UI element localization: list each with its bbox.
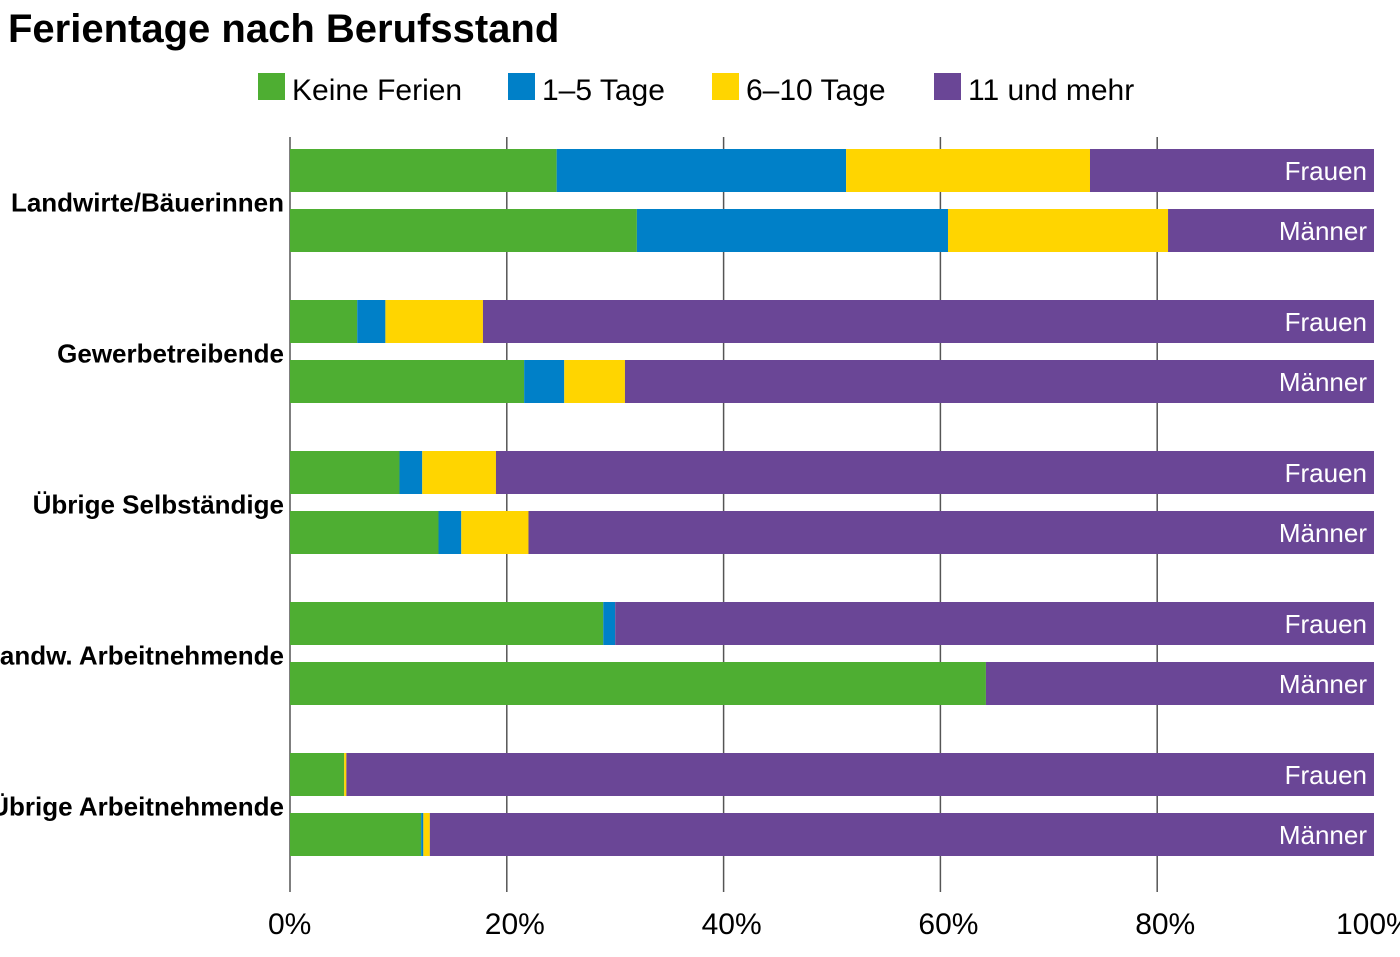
x-tick-label: 20%: [485, 908, 545, 941]
bar-segment: [603, 602, 616, 645]
category-label: Landwirte/Bäuerinnen: [11, 188, 284, 218]
chart-title: Ferientage nach Berufsstand: [8, 7, 559, 51]
bar-segment: [385, 300, 483, 343]
bar-segment: [290, 300, 358, 343]
x-tick-label: 0%: [268, 908, 311, 941]
bar-segment: [556, 149, 847, 192]
x-tick-label: 40%: [702, 908, 762, 941]
bar-segment: [1089, 149, 1374, 192]
bar-segment: [636, 209, 948, 252]
legend-label: Keine Ferien: [292, 74, 462, 107]
bar-segment: [399, 451, 423, 494]
bar-segment: [346, 753, 1374, 796]
x-tick-labels: 0% 20% 40% 60% 80% 100%: [268, 908, 1400, 941]
bar-segment: [357, 300, 386, 343]
legend-swatch: [508, 73, 535, 100]
bar-segment: [290, 149, 557, 192]
bar-segment: [461, 511, 529, 554]
bar-segment: [423, 813, 430, 856]
bar-subgroup-label: Männer: [1279, 367, 1367, 397]
category-label: Gewerbetreibende: [57, 339, 284, 369]
bar-segment: [290, 813, 422, 856]
bar-segment: [985, 662, 1374, 705]
bar-segment: [290, 451, 400, 494]
bar-segment: [422, 451, 496, 494]
bar-segment: [1168, 209, 1374, 252]
category-labels: Landwirte/Bäuerinnen Gewerbetreibende Übri…: [0, 188, 284, 822]
legend-label: 6–10 Tage: [746, 74, 886, 107]
category-label: Landw. Arbeitnehmende: [0, 641, 284, 671]
bar-subgroup-label: Frauen: [1285, 760, 1367, 790]
category-label: Übrige Arbeitnehmende: [0, 792, 284, 822]
bar-segment: [290, 511, 439, 554]
bar-segment: [528, 511, 1374, 554]
bar-segment: [290, 602, 604, 645]
bar-subgroup-label: Frauen: [1285, 458, 1367, 488]
bar-segment: [438, 511, 462, 554]
bar-segment: [564, 360, 625, 403]
bar-segment: [482, 300, 1374, 343]
legend-swatch: [712, 73, 739, 100]
bar-segment: [344, 753, 347, 796]
bar-segment: [421, 813, 424, 856]
bar-subgroup-label: Männer: [1279, 669, 1367, 699]
legend-swatch: [258, 73, 285, 100]
bar-segment: [290, 753, 345, 796]
bar-segment: [947, 209, 1169, 252]
legend-label: 1–5 Tage: [542, 74, 665, 107]
bar-subgroup-label: Männer: [1279, 518, 1367, 548]
bar-subgroup-label: Männer: [1279, 216, 1367, 246]
bar-segment: [524, 360, 565, 403]
legend: Keine Ferien 1–5 Tage 6–10 Tage 11 und mehr: [258, 73, 1134, 107]
category-label: Übrige Selbständige: [33, 490, 284, 520]
bar-segment: [290, 209, 637, 252]
x-tick-label: 100%: [1336, 908, 1400, 941]
legend-swatch: [934, 73, 961, 100]
bar-segment: [495, 451, 1375, 494]
bar-segment: [429, 813, 1374, 856]
bar-segment: [290, 360, 525, 403]
legend-label: 11 und mehr: [968, 74, 1134, 107]
bars: Frauen Männer Frauen Männer Frauen Männer Frau…: [290, 149, 1375, 856]
bar-subgroup-label: Männer: [1279, 820, 1367, 850]
bar-subgroup-label: Frauen: [1285, 156, 1367, 186]
bar-segment: [290, 662, 986, 705]
bar-subgroup-label: Frauen: [1285, 307, 1367, 337]
x-tick-label: 60%: [918, 908, 978, 941]
bar-segment: [615, 602, 1374, 645]
bar-segment: [846, 149, 1090, 192]
bar-subgroup-label: Frauen: [1285, 609, 1367, 639]
x-tick-label: 80%: [1135, 908, 1195, 941]
bar-segment: [624, 360, 1374, 403]
